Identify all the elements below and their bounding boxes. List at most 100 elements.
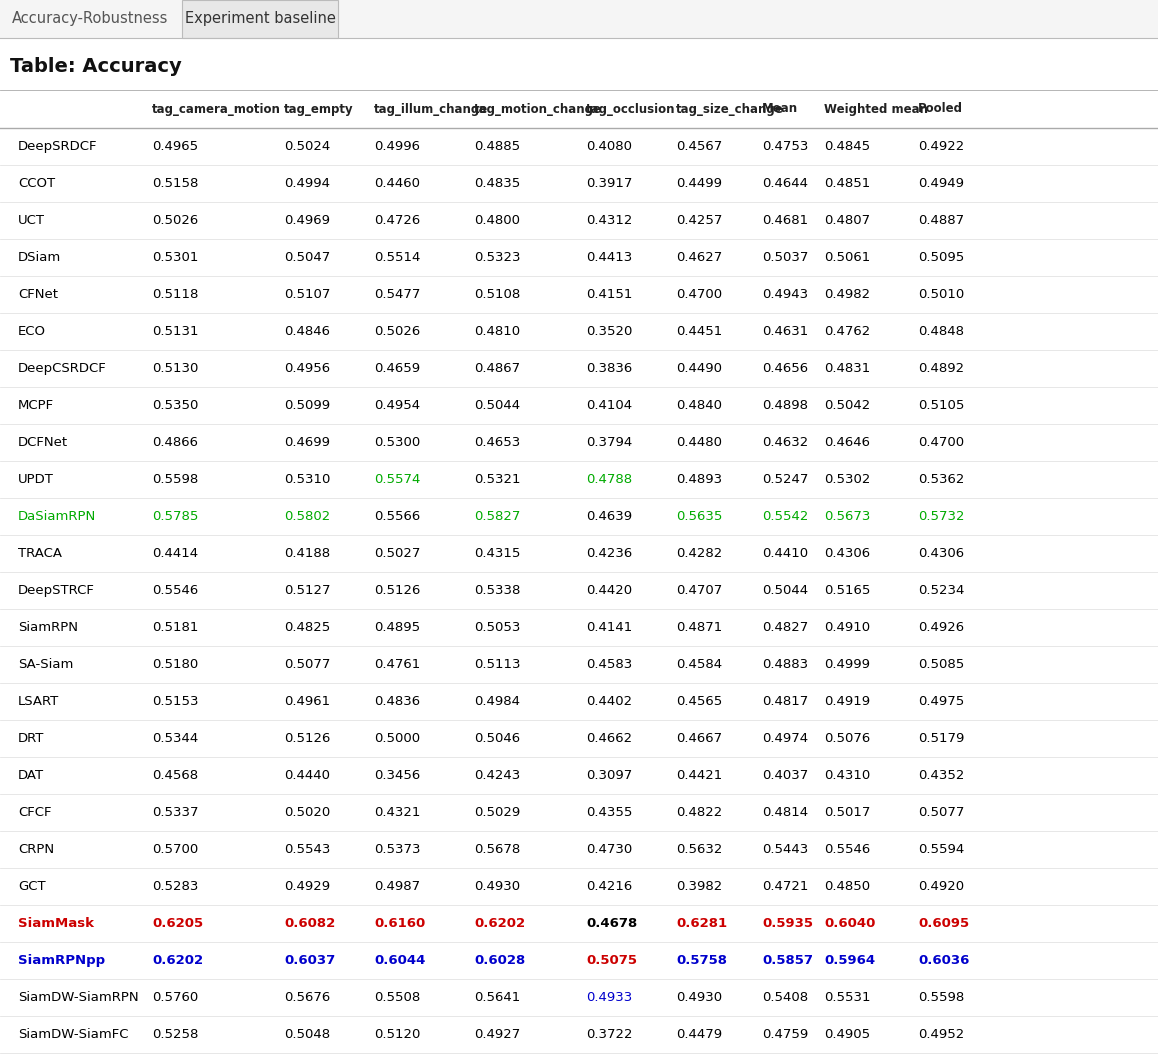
Text: 0.4282: 0.4282 bbox=[676, 547, 723, 560]
Text: 0.5126: 0.5126 bbox=[374, 584, 420, 597]
Text: 0.5076: 0.5076 bbox=[824, 732, 871, 744]
Text: 0.5337: 0.5337 bbox=[152, 806, 198, 819]
Text: 0.4440: 0.4440 bbox=[284, 769, 330, 782]
Text: 0.4895: 0.4895 bbox=[374, 621, 420, 634]
Text: UCT: UCT bbox=[19, 214, 45, 227]
Text: 0.5026: 0.5026 bbox=[374, 325, 420, 338]
Text: 0.5574: 0.5574 bbox=[374, 473, 420, 486]
Text: 0.4730: 0.4730 bbox=[586, 843, 632, 856]
Text: CFCF: CFCF bbox=[19, 806, 51, 819]
Text: 0.6205: 0.6205 bbox=[152, 917, 203, 930]
Text: 0.4866: 0.4866 bbox=[152, 436, 198, 449]
Text: 0.5362: 0.5362 bbox=[918, 473, 965, 486]
Text: 0.5017: 0.5017 bbox=[824, 806, 871, 819]
Text: 0.4996: 0.4996 bbox=[374, 140, 420, 153]
Text: Experiment baseline: Experiment baseline bbox=[184, 12, 336, 26]
Text: 0.4927: 0.4927 bbox=[474, 1027, 520, 1041]
Text: 0.5542: 0.5542 bbox=[762, 510, 808, 523]
Text: 0.4999: 0.4999 bbox=[824, 658, 870, 671]
Text: 0.5760: 0.5760 bbox=[152, 991, 198, 1004]
Text: 0.4659: 0.4659 bbox=[374, 362, 420, 375]
Text: 0.4653: 0.4653 bbox=[474, 436, 520, 449]
Text: 0.5635: 0.5635 bbox=[676, 510, 723, 523]
Text: 0.5543: 0.5543 bbox=[284, 843, 330, 856]
Text: 0.4080: 0.4080 bbox=[586, 140, 632, 153]
Text: 0.5046: 0.5046 bbox=[474, 732, 520, 744]
Text: 0.4982: 0.4982 bbox=[824, 288, 870, 301]
Text: 0.4850: 0.4850 bbox=[824, 880, 870, 893]
Text: SiamMask: SiamMask bbox=[19, 917, 94, 930]
Text: SA-Siam: SA-Siam bbox=[19, 658, 73, 671]
Text: 0.4352: 0.4352 bbox=[918, 769, 965, 782]
Text: 0.4721: 0.4721 bbox=[762, 880, 808, 893]
Text: 0.4817: 0.4817 bbox=[762, 695, 808, 708]
Text: 0.5338: 0.5338 bbox=[474, 584, 520, 597]
Text: tag_camera_motion: tag_camera_motion bbox=[152, 102, 281, 115]
Text: 0.4887: 0.4887 bbox=[918, 214, 965, 227]
Text: 0.5935: 0.5935 bbox=[762, 917, 813, 930]
Text: 0.4632: 0.4632 bbox=[762, 436, 808, 449]
Text: 0.6095: 0.6095 bbox=[918, 917, 969, 930]
Text: 0.4355: 0.4355 bbox=[586, 806, 632, 819]
Text: 0.5061: 0.5061 bbox=[824, 251, 871, 264]
Text: 0.4480: 0.4480 bbox=[676, 436, 721, 449]
Text: 0.5105: 0.5105 bbox=[918, 399, 965, 412]
Text: 0.5126: 0.5126 bbox=[284, 732, 330, 744]
Text: 0.4646: 0.4646 bbox=[824, 436, 870, 449]
Text: 0.3794: 0.3794 bbox=[586, 436, 632, 449]
Text: 0.5964: 0.5964 bbox=[824, 954, 875, 967]
Text: 0.5350: 0.5350 bbox=[152, 399, 198, 412]
Bar bbox=[0, 0, 1158, 38]
Text: 0.4814: 0.4814 bbox=[762, 806, 808, 819]
Text: 0.4141: 0.4141 bbox=[586, 621, 632, 634]
Text: 0.4567: 0.4567 bbox=[676, 140, 723, 153]
Text: tag_illum_change: tag_illum_change bbox=[374, 102, 489, 115]
Text: 0.4975: 0.4975 bbox=[918, 695, 965, 708]
Text: 0.3917: 0.3917 bbox=[586, 177, 632, 190]
Text: tag_motion_change: tag_motion_change bbox=[474, 102, 602, 115]
Text: 0.4104: 0.4104 bbox=[586, 399, 632, 412]
Text: 0.5632: 0.5632 bbox=[676, 843, 723, 856]
Text: SiamRPN: SiamRPN bbox=[19, 621, 78, 634]
Text: 0.5118: 0.5118 bbox=[152, 288, 198, 301]
Text: 0.5508: 0.5508 bbox=[374, 991, 420, 1004]
Text: 0.4871: 0.4871 bbox=[676, 621, 723, 634]
Text: 0.6040: 0.6040 bbox=[824, 917, 875, 930]
Text: 0.6037: 0.6037 bbox=[284, 954, 336, 967]
Text: 0.5300: 0.5300 bbox=[374, 436, 420, 449]
Text: 0.5566: 0.5566 bbox=[374, 510, 420, 523]
Text: DaSiamRPN: DaSiamRPN bbox=[19, 510, 96, 523]
Text: 0.5108: 0.5108 bbox=[474, 288, 520, 301]
Text: 0.4700: 0.4700 bbox=[676, 288, 723, 301]
Text: DCFNet: DCFNet bbox=[19, 436, 68, 449]
Text: 0.4681: 0.4681 bbox=[762, 214, 808, 227]
Text: 0.5283: 0.5283 bbox=[152, 880, 198, 893]
Text: 0.5258: 0.5258 bbox=[152, 1027, 198, 1041]
Text: 0.6036: 0.6036 bbox=[918, 954, 969, 967]
Text: 0.4584: 0.4584 bbox=[676, 658, 723, 671]
Text: 0.4943: 0.4943 bbox=[762, 288, 808, 301]
Text: 0.4831: 0.4831 bbox=[824, 362, 871, 375]
Text: SiamDW-SiamFC: SiamDW-SiamFC bbox=[19, 1027, 129, 1041]
Text: LSART: LSART bbox=[19, 695, 59, 708]
Text: Mean: Mean bbox=[762, 102, 798, 115]
Text: 0.4836: 0.4836 bbox=[374, 695, 420, 708]
Text: 0.4965: 0.4965 bbox=[152, 140, 198, 153]
Text: 0.5024: 0.5024 bbox=[284, 140, 330, 153]
Text: 0.5802: 0.5802 bbox=[284, 510, 330, 523]
Text: 0.5641: 0.5641 bbox=[474, 991, 520, 1004]
Text: 0.6160: 0.6160 bbox=[374, 917, 425, 930]
Text: 0.5301: 0.5301 bbox=[152, 251, 198, 264]
Text: 0.5700: 0.5700 bbox=[152, 843, 198, 856]
Text: 0.4822: 0.4822 bbox=[676, 806, 723, 819]
Text: 0.4037: 0.4037 bbox=[762, 769, 808, 782]
Text: 0.4656: 0.4656 bbox=[762, 362, 808, 375]
Text: 0.4306: 0.4306 bbox=[824, 547, 870, 560]
Text: 0.4969: 0.4969 bbox=[284, 214, 330, 227]
Text: 0.5020: 0.5020 bbox=[284, 806, 330, 819]
Text: 0.5323: 0.5323 bbox=[474, 251, 520, 264]
Text: 0.4421: 0.4421 bbox=[676, 769, 723, 782]
Text: 0.4310: 0.4310 bbox=[824, 769, 871, 782]
Text: 0.4627: 0.4627 bbox=[676, 251, 723, 264]
Text: 0.4707: 0.4707 bbox=[676, 584, 723, 597]
